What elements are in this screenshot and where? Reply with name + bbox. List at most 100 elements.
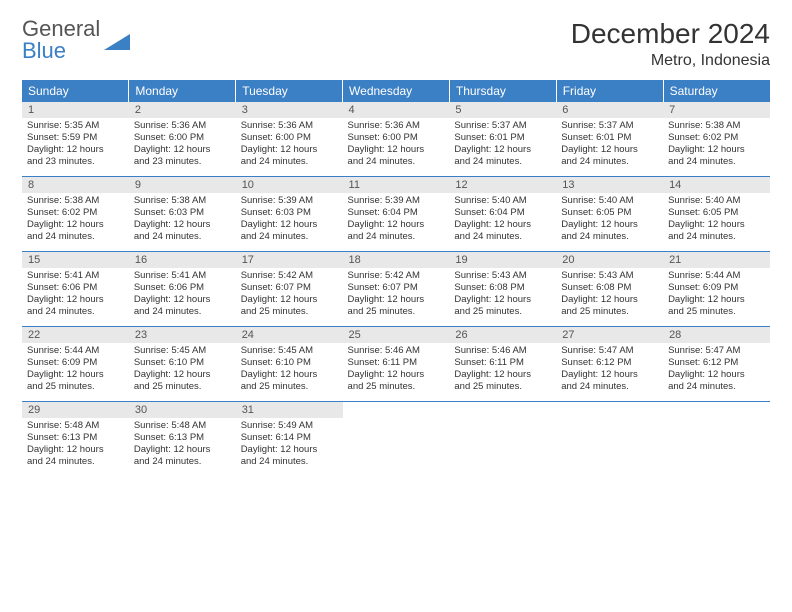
day-details: Sunrise: 5:39 AMSunset: 6:03 PMDaylight:… — [236, 193, 343, 251]
day-cell: 4Sunrise: 5:36 AMSunset: 6:00 PMDaylight… — [343, 102, 450, 177]
daylight-text: and 24 minutes. — [561, 381, 658, 393]
sunrise-text: Sunrise: 5:36 AM — [134, 120, 231, 132]
day-cell — [343, 402, 450, 477]
logo-text-2: Blue — [22, 38, 66, 63]
daylight-text: and 23 minutes. — [27, 156, 124, 168]
daylight-text: and 24 minutes. — [348, 231, 445, 243]
daylight-text: and 25 minutes. — [561, 306, 658, 318]
day-number: 5 — [449, 102, 556, 118]
daylight-text: Daylight: 12 hours — [561, 294, 658, 306]
day-details: Sunrise: 5:48 AMSunset: 6:13 PMDaylight:… — [129, 418, 236, 476]
title-block: December 2024 Metro, Indonesia — [571, 18, 770, 70]
sunset-text: Sunset: 6:00 PM — [348, 132, 445, 144]
sunset-text: Sunset: 6:04 PM — [454, 207, 551, 219]
sunrise-text: Sunrise: 5:48 AM — [134, 420, 231, 432]
daylight-text: and 24 minutes. — [668, 231, 765, 243]
day-cell: 19Sunrise: 5:43 AMSunset: 6:08 PMDayligh… — [449, 252, 556, 327]
sunset-text: Sunset: 6:11 PM — [348, 357, 445, 369]
day-details: Sunrise: 5:40 AMSunset: 6:05 PMDaylight:… — [556, 193, 663, 251]
sunrise-text: Sunrise: 5:37 AM — [561, 120, 658, 132]
day-details: Sunrise: 5:49 AMSunset: 6:14 PMDaylight:… — [236, 418, 343, 476]
daylight-text: Daylight: 12 hours — [561, 144, 658, 156]
day-number: 25 — [343, 327, 450, 343]
day-cell — [449, 402, 556, 477]
day-cell: 3Sunrise: 5:36 AMSunset: 6:00 PMDaylight… — [236, 102, 343, 177]
sunset-text: Sunset: 6:00 PM — [241, 132, 338, 144]
daylight-text: and 24 minutes. — [668, 156, 765, 168]
day-number: 19 — [449, 252, 556, 268]
day-number: 29 — [22, 402, 129, 418]
daylight-text: and 25 minutes. — [241, 306, 338, 318]
daylight-text: Daylight: 12 hours — [668, 219, 765, 231]
day-cell: 22Sunrise: 5:44 AMSunset: 6:09 PMDayligh… — [22, 327, 129, 402]
day-cell: 11Sunrise: 5:39 AMSunset: 6:04 PMDayligh… — [343, 177, 450, 252]
day-number: 16 — [129, 252, 236, 268]
logo-triangle-icon — [104, 30, 130, 50]
daylight-text: and 24 minutes. — [241, 156, 338, 168]
sunset-text: Sunset: 6:06 PM — [27, 282, 124, 294]
day-details: Sunrise: 5:36 AMSunset: 6:00 PMDaylight:… — [129, 118, 236, 176]
weekday-header: Thursday — [449, 80, 556, 102]
day-cell: 24Sunrise: 5:45 AMSunset: 6:10 PMDayligh… — [236, 327, 343, 402]
daylight-text: and 25 minutes. — [348, 381, 445, 393]
location: Metro, Indonesia — [571, 52, 770, 70]
daylight-text: and 25 minutes. — [454, 381, 551, 393]
day-cell: 25Sunrise: 5:46 AMSunset: 6:11 PMDayligh… — [343, 327, 450, 402]
day-number: 22 — [22, 327, 129, 343]
day-details: Sunrise: 5:46 AMSunset: 6:11 PMDaylight:… — [343, 343, 450, 401]
daylight-text: Daylight: 12 hours — [348, 369, 445, 381]
day-cell: 6Sunrise: 5:37 AMSunset: 6:01 PMDaylight… — [556, 102, 663, 177]
daylight-text: Daylight: 12 hours — [454, 144, 551, 156]
sunset-text: Sunset: 6:13 PM — [27, 432, 124, 444]
day-number: 3 — [236, 102, 343, 118]
day-number: 11 — [343, 177, 450, 193]
daylight-text: Daylight: 12 hours — [27, 144, 124, 156]
day-details: Sunrise: 5:45 AMSunset: 6:10 PMDaylight:… — [129, 343, 236, 401]
day-details: Sunrise: 5:39 AMSunset: 6:04 PMDaylight:… — [343, 193, 450, 251]
month-title: December 2024 — [571, 18, 770, 50]
daylight-text: Daylight: 12 hours — [27, 444, 124, 456]
daylight-text: Daylight: 12 hours — [668, 294, 765, 306]
day-cell: 26Sunrise: 5:46 AMSunset: 6:11 PMDayligh… — [449, 327, 556, 402]
daylight-text: Daylight: 12 hours — [134, 444, 231, 456]
daylight-text: Daylight: 12 hours — [241, 369, 338, 381]
sunset-text: Sunset: 6:01 PM — [454, 132, 551, 144]
day-number: 27 — [556, 327, 663, 343]
day-cell: 18Sunrise: 5:42 AMSunset: 6:07 PMDayligh… — [343, 252, 450, 327]
day-number: 26 — [449, 327, 556, 343]
day-cell — [556, 402, 663, 477]
sunrise-text: Sunrise: 5:48 AM — [27, 420, 124, 432]
day-details: Sunrise: 5:44 AMSunset: 6:09 PMDaylight:… — [663, 268, 770, 326]
daylight-text: and 24 minutes. — [561, 231, 658, 243]
daylight-text: and 24 minutes. — [27, 306, 124, 318]
sunrise-text: Sunrise: 5:47 AM — [561, 345, 658, 357]
day-number: 21 — [663, 252, 770, 268]
sunset-text: Sunset: 6:14 PM — [241, 432, 338, 444]
daylight-text: Daylight: 12 hours — [134, 219, 231, 231]
week-row: 29Sunrise: 5:48 AMSunset: 6:13 PMDayligh… — [22, 402, 770, 477]
day-details: Sunrise: 5:43 AMSunset: 6:08 PMDaylight:… — [556, 268, 663, 326]
sunrise-text: Sunrise: 5:44 AM — [27, 345, 124, 357]
day-number: 24 — [236, 327, 343, 343]
sunrise-text: Sunrise: 5:45 AM — [134, 345, 231, 357]
daylight-text: Daylight: 12 hours — [27, 219, 124, 231]
daylight-text: Daylight: 12 hours — [454, 369, 551, 381]
daylight-text: and 25 minutes. — [668, 306, 765, 318]
sunset-text: Sunset: 6:08 PM — [561, 282, 658, 294]
day-cell: 16Sunrise: 5:41 AMSunset: 6:06 PMDayligh… — [129, 252, 236, 327]
daylight-text: Daylight: 12 hours — [27, 369, 124, 381]
daylight-text: and 24 minutes. — [348, 156, 445, 168]
daylight-text: Daylight: 12 hours — [348, 294, 445, 306]
day-details: Sunrise: 5:46 AMSunset: 6:11 PMDaylight:… — [449, 343, 556, 401]
daylight-text: and 25 minutes. — [134, 381, 231, 393]
day-number: 23 — [129, 327, 236, 343]
logo: General Blue — [22, 18, 130, 62]
week-row: 8Sunrise: 5:38 AMSunset: 6:02 PMDaylight… — [22, 177, 770, 252]
sunset-text: Sunset: 6:11 PM — [454, 357, 551, 369]
daylight-text: Daylight: 12 hours — [454, 219, 551, 231]
sunset-text: Sunset: 5:59 PM — [27, 132, 124, 144]
daylight-text: Daylight: 12 hours — [668, 369, 765, 381]
sunrise-text: Sunrise: 5:39 AM — [348, 195, 445, 207]
sunrise-text: Sunrise: 5:46 AM — [348, 345, 445, 357]
sunrise-text: Sunrise: 5:47 AM — [668, 345, 765, 357]
